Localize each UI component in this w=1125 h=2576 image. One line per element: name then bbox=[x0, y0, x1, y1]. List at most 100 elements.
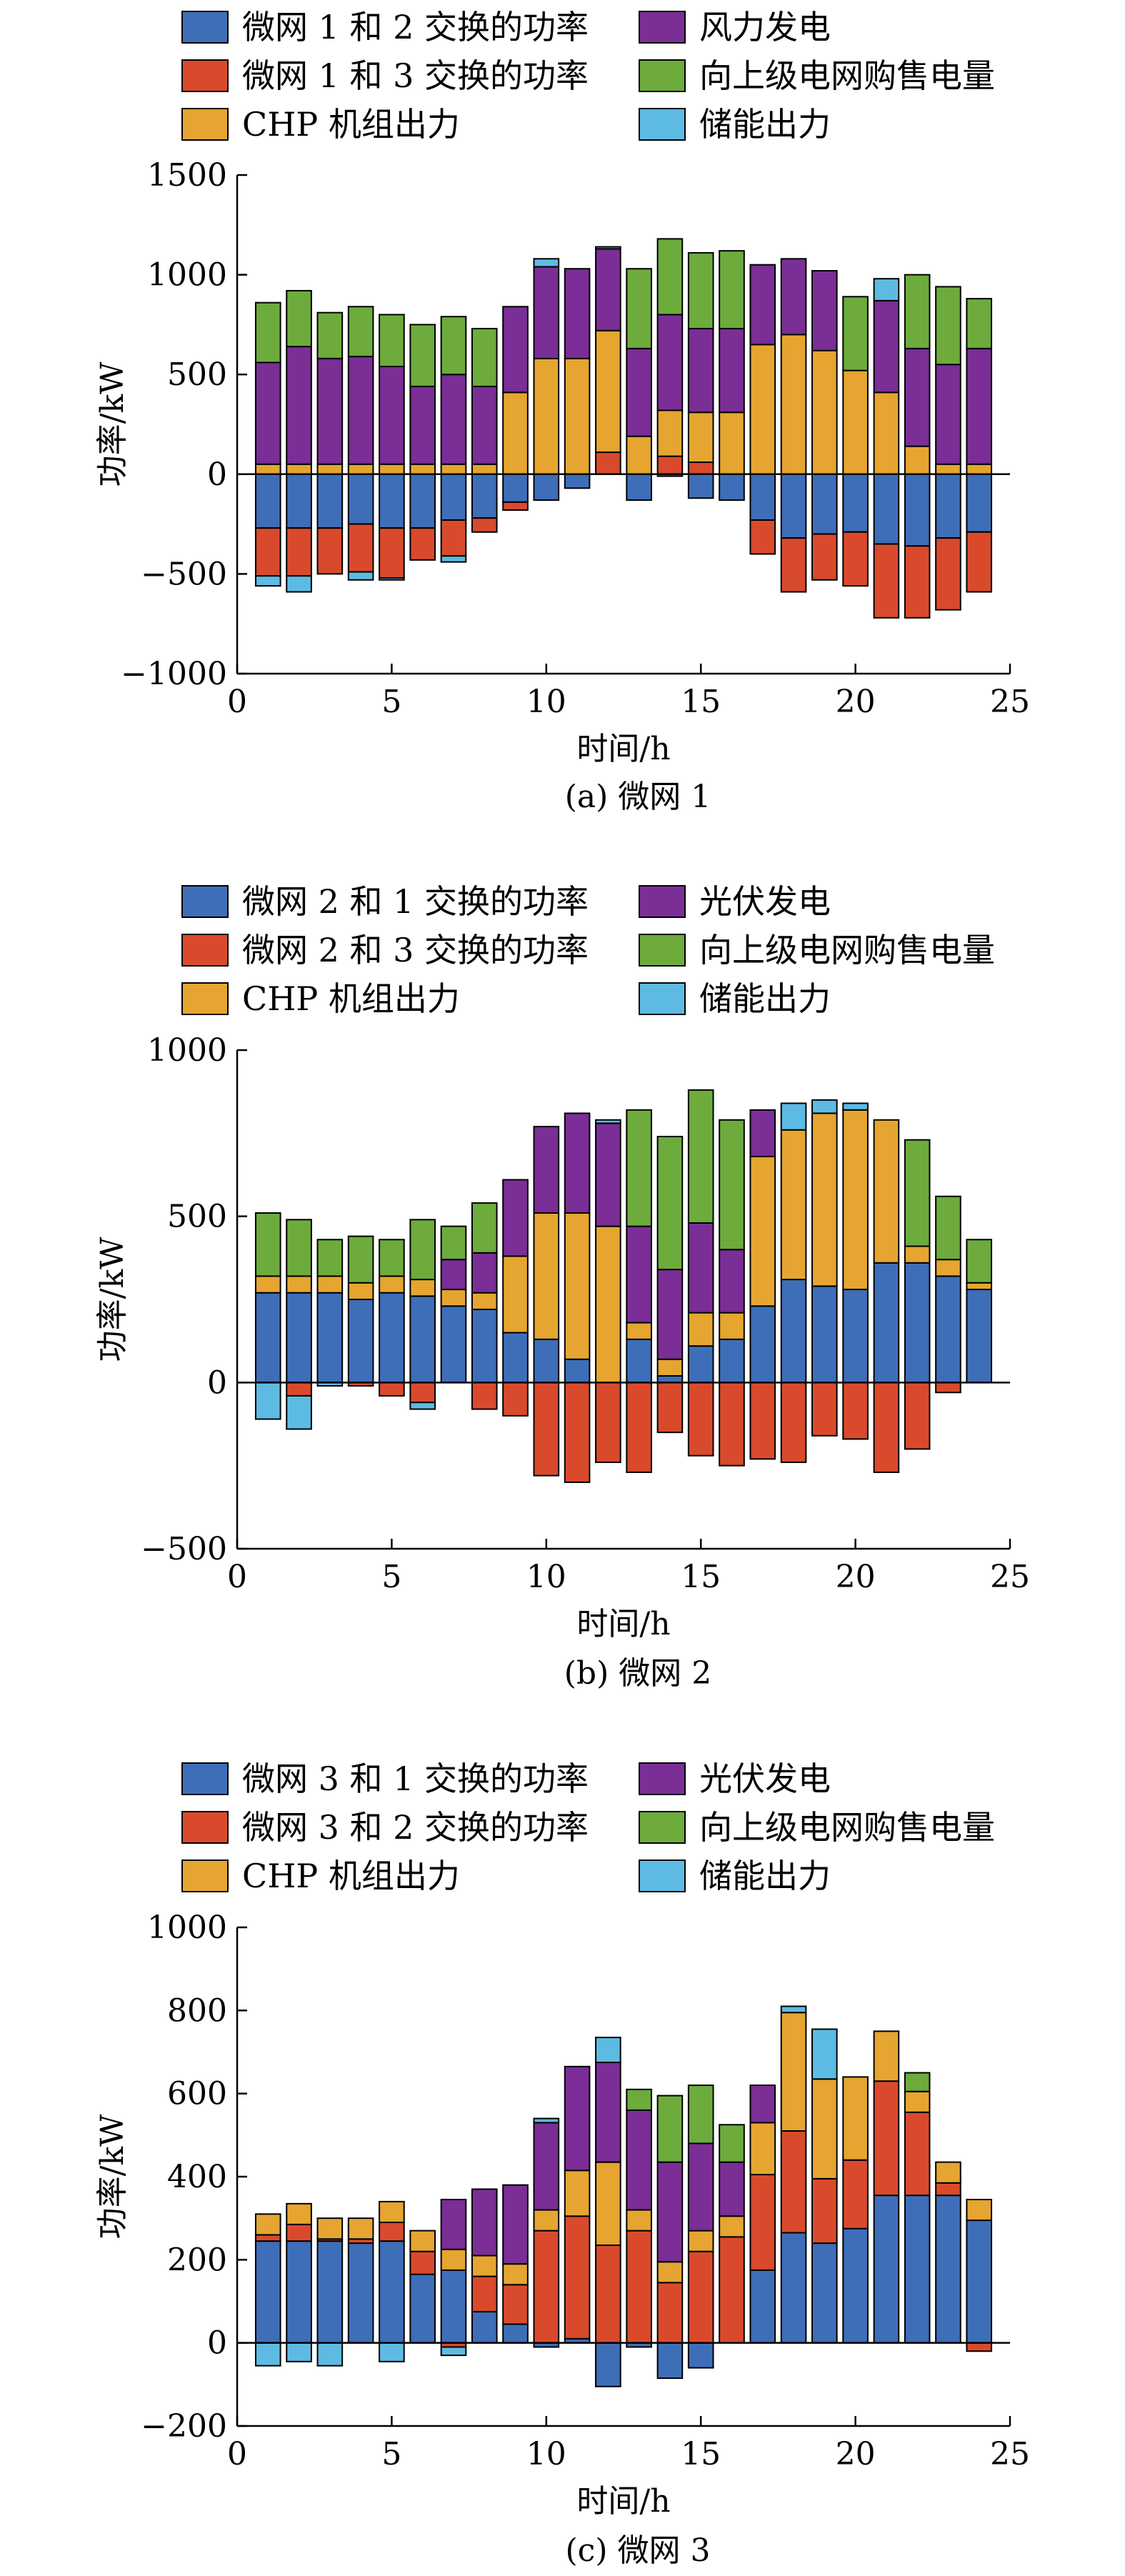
legend-label: 储能出力 bbox=[699, 105, 831, 144]
bar-segment bbox=[379, 463, 405, 475]
bar-segment bbox=[780, 1279, 807, 1384]
legend-label: 光伏发电 bbox=[699, 1759, 831, 1798]
bar-segment bbox=[254, 2213, 281, 2236]
bar-segment bbox=[409, 1295, 436, 1384]
bar-segment bbox=[471, 1292, 498, 1310]
bar-segment bbox=[409, 527, 436, 561]
bar-segment bbox=[347, 463, 374, 475]
bar-segment bbox=[811, 2242, 838, 2344]
bar-segment bbox=[347, 306, 374, 358]
legend-swatch bbox=[181, 1859, 229, 1892]
bar-segment bbox=[719, 1249, 745, 1314]
bar-segment bbox=[687, 2342, 714, 2369]
bar-segment bbox=[935, 463, 961, 475]
bar-segment bbox=[471, 1252, 498, 1294]
bar-segment bbox=[811, 2177, 838, 2245]
bar-segment bbox=[687, 461, 714, 475]
bar-segment bbox=[409, 473, 436, 529]
bar-segment bbox=[780, 258, 807, 336]
bar-segment bbox=[502, 2323, 529, 2344]
y-tick-label: 0 bbox=[207, 456, 227, 493]
legend-label: 风力发电 bbox=[699, 8, 831, 46]
x-tick-label: 20 bbox=[836, 684, 876, 720]
bar-segment bbox=[626, 2088, 652, 2111]
bar-segment bbox=[502, 391, 529, 475]
y-axis-label: 功率/kW bbox=[94, 1237, 131, 1362]
y-tick-label: −500 bbox=[141, 1531, 227, 1567]
bar-segment bbox=[564, 1382, 591, 1483]
legend-swatch bbox=[181, 59, 229, 92]
bar-segment bbox=[286, 473, 312, 529]
x-tick-label: 25 bbox=[990, 1559, 1030, 1595]
bar-segment bbox=[842, 1289, 869, 1384]
bar-segment bbox=[873, 2195, 900, 2344]
bar-segment bbox=[780, 2012, 807, 2132]
bar-segment bbox=[842, 369, 869, 475]
bar-segment bbox=[440, 555, 467, 563]
bar-segment bbox=[966, 298, 993, 349]
bar-segment bbox=[286, 2223, 312, 2242]
legend-swatch bbox=[639, 108, 686, 141]
y-tick-label: 600 bbox=[167, 2076, 227, 2112]
bar-segment bbox=[842, 1382, 869, 1440]
bar-segment bbox=[316, 473, 344, 529]
panel-caption: (c) 微网 3 bbox=[566, 2532, 711, 2569]
bar-segment bbox=[564, 2215, 591, 2340]
bar-segment bbox=[966, 2220, 993, 2344]
bar-segment bbox=[533, 2209, 560, 2232]
bar-segment bbox=[687, 2142, 714, 2232]
bar-segment bbox=[749, 2174, 776, 2271]
bar-segment bbox=[935, 537, 961, 611]
bar-segment bbox=[440, 316, 467, 376]
bar-segment bbox=[904, 473, 931, 547]
bar-segment bbox=[811, 1112, 838, 1287]
y-tick-label: −500 bbox=[141, 556, 227, 592]
x-tick-label: 0 bbox=[227, 684, 247, 720]
bar-segment bbox=[904, 2195, 931, 2344]
bar-segment bbox=[904, 1139, 931, 1247]
bar-segment bbox=[842, 473, 869, 533]
x-tick-label: 25 bbox=[990, 2436, 1030, 2472]
bar-segment bbox=[502, 2263, 529, 2286]
legend-label: 微网 1 和 3 交换的功率 bbox=[242, 56, 589, 95]
x-tick-label: 5 bbox=[381, 1559, 401, 1595]
bar-segment bbox=[626, 473, 652, 501]
bar-segment bbox=[254, 1275, 281, 1294]
bar-segment bbox=[379, 473, 405, 529]
x-tick-label: 10 bbox=[526, 2436, 566, 2472]
bar-segment bbox=[656, 2161, 684, 2263]
bar-segment bbox=[440, 519, 467, 557]
bar-segment bbox=[904, 445, 931, 475]
bar-segment bbox=[749, 2085, 776, 2124]
bar-segment bbox=[904, 347, 931, 447]
y-tick-label: 500 bbox=[167, 1199, 227, 1235]
bar-segment bbox=[966, 531, 993, 593]
bar-segment bbox=[254, 1292, 281, 1384]
bar-segment bbox=[687, 1222, 714, 1314]
bar-segment bbox=[811, 349, 838, 475]
bar-segment bbox=[440, 2269, 467, 2344]
bar-segment bbox=[719, 1312, 745, 1340]
bar-segment bbox=[719, 2215, 745, 2238]
panel-caption: (a) 微网 1 bbox=[565, 779, 711, 815]
legend-label: 光伏发电 bbox=[699, 882, 831, 921]
bar-segment bbox=[502, 306, 529, 394]
x-tick-label: 10 bbox=[526, 684, 566, 720]
bar-segment bbox=[533, 357, 560, 475]
bar-segment bbox=[749, 473, 776, 521]
y-tick-label: 400 bbox=[167, 2159, 227, 2195]
bar-segment bbox=[873, 473, 900, 545]
bar-segment bbox=[811, 473, 838, 535]
bar-segment bbox=[502, 1332, 529, 1384]
bar-segment bbox=[780, 1129, 807, 1281]
bar-segment bbox=[719, 2161, 745, 2217]
bar-segment bbox=[873, 2030, 900, 2082]
y-tick-label: 1500 bbox=[147, 157, 227, 194]
bar-segment bbox=[564, 268, 591, 359]
bar-segment bbox=[719, 473, 745, 501]
bar-segment bbox=[347, 473, 374, 525]
bar-segment bbox=[316, 527, 344, 575]
bar-segment bbox=[564, 2170, 591, 2217]
bar-segment bbox=[409, 2230, 436, 2252]
